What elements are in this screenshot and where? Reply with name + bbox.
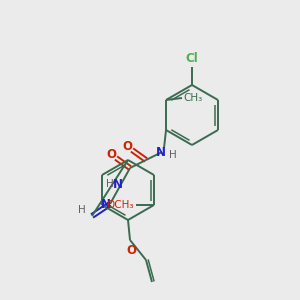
Text: O: O (106, 148, 116, 161)
Text: H: H (169, 150, 177, 160)
Text: O: O (122, 140, 132, 154)
Text: N: N (113, 178, 123, 190)
Text: H: H (78, 205, 86, 215)
Text: H: H (106, 179, 114, 189)
Text: O: O (126, 244, 136, 257)
Text: Cl: Cl (186, 52, 198, 65)
Text: OCH₃: OCH₃ (106, 200, 134, 210)
Text: CH₃: CH₃ (183, 93, 202, 103)
Text: N: N (156, 146, 166, 158)
Text: N: N (101, 197, 111, 211)
